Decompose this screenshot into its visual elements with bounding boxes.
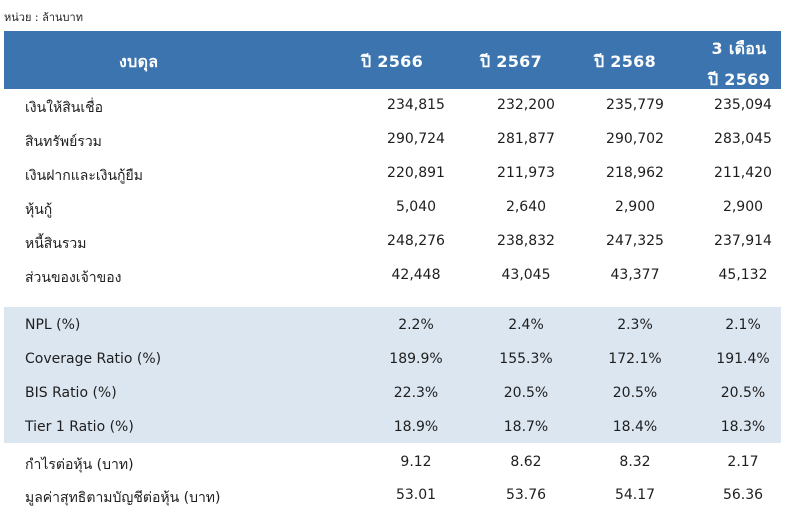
table-row: Tier 1 Ratio (%) 18.9% 18.7% 18.4% 18.3%	[4, 411, 781, 445]
cell-2567: 43,045	[501, 267, 551, 283]
table-row: หนี้สินรวม 248,276 238,832 247,325 237,9…	[4, 225, 781, 259]
row-label: NPL (%)	[25, 317, 81, 333]
cell-2566: 42,448	[391, 267, 441, 283]
header-col-3months-line1: 3 เดือน	[711, 39, 767, 58]
table-row: สินทรัพย์รวม 290,724 281,877 290,702 283…	[4, 123, 781, 157]
cell-2566: 9.12	[400, 454, 432, 470]
cell-2568: 20.5%	[612, 385, 658, 401]
cell-3m-2569: 45,132	[718, 267, 768, 283]
row-label: เงินฝากและเงินกู้ยืม	[25, 168, 143, 184]
cell-2566: 234,815	[387, 97, 445, 113]
table-row: กำไรต่อหุ้น (บาท) 9.12 8.62 8.32 2.17	[4, 446, 781, 480]
cell-2568: 247,325	[606, 233, 664, 249]
cell-3m-2569: 191.4%	[716, 351, 770, 367]
cell-2566: 53.01	[395, 487, 437, 503]
cell-2567: 8.62	[510, 454, 542, 470]
ratio-section-background	[4, 307, 781, 443]
cell-3m-2569: 18.3%	[720, 419, 766, 435]
cell-2568: 2,900	[614, 199, 656, 215]
cell-2568: 218,962	[606, 165, 664, 181]
header-col-2568: ปี 2568	[593, 52, 657, 71]
cell-2568: 235,779	[606, 97, 664, 113]
header-col-2566: ปี 2566	[360, 52, 424, 71]
cell-2567: 2.4%	[508, 317, 544, 333]
table-row: Coverage Ratio (%) 189.9% 155.3% 172.1% …	[4, 343, 781, 377]
cell-2568: 43,377	[610, 267, 660, 283]
cell-2568: 290,702	[606, 131, 664, 147]
header-col-2567: ปี 2567	[479, 52, 543, 71]
table-row: เงินให้สินเชื่อ 234,815 232,200 235,779 …	[4, 89, 781, 123]
cell-2567: 155.3%	[499, 351, 553, 367]
cell-2566: 18.9%	[393, 419, 439, 435]
cell-3m-2569: 2.1%	[725, 317, 761, 333]
table-row: มูลค่าสุทธิตามบัญชีต่อหุ้น (บาท) 53.01 5…	[4, 479, 781, 513]
cell-2566: 189.9%	[389, 351, 443, 367]
row-label: Tier 1 Ratio (%)	[25, 419, 134, 435]
cell-2568: 2.3%	[617, 317, 653, 333]
table-row: ส่วนของเจ้าของ 42,448 43,045 43,377 45,1…	[4, 259, 781, 293]
cell-2567: 238,832	[497, 233, 555, 249]
table-header: งบดุล ปี 2566 ปี 2567 ปี 2568 3 เดือน ปี…	[4, 31, 781, 89]
cell-2567: 20.5%	[503, 385, 549, 401]
cell-3m-2569: 56.36	[722, 487, 764, 503]
cell-2567: 232,200	[497, 97, 555, 113]
row-label: สินทรัพย์รวม	[25, 134, 102, 150]
cell-2568: 8.32	[619, 454, 651, 470]
unit-label: หน่วย : ล้านบาท	[4, 11, 83, 24]
cell-2567: 281,877	[497, 131, 555, 147]
cell-2567: 211,973	[497, 165, 555, 181]
cell-2566: 5,040	[395, 199, 437, 215]
row-label: มูลค่าสุทธิตามบัญชีต่อหุ้น (บาท)	[25, 490, 221, 506]
cell-2566: 2.2%	[398, 317, 434, 333]
row-label: เงินให้สินเชื่อ	[25, 100, 104, 116]
cell-3m-2569: 2.17	[727, 454, 759, 470]
cell-3m-2569: 283,045	[714, 131, 772, 147]
table-row: เงินฝากและเงินกู้ยืม 220,891 211,973 218…	[4, 157, 781, 191]
cell-2568: 172.1%	[608, 351, 662, 367]
cell-2566: 290,724	[387, 131, 445, 147]
header-col-3months-line2: ปี 2569	[707, 70, 771, 89]
cell-2567: 2,640	[505, 199, 547, 215]
cell-3m-2569: 20.5%	[720, 385, 766, 401]
cell-2567: 53.76	[505, 487, 547, 503]
cell-3m-2569: 237,914	[714, 233, 772, 249]
row-label: BIS Ratio (%)	[25, 385, 117, 401]
cell-3m-2569: 235,094	[714, 97, 772, 113]
cell-2566: 220,891	[387, 165, 445, 181]
row-label: หุ้นกู้	[25, 202, 53, 218]
cell-2566: 22.3%	[393, 385, 439, 401]
row-label: กำไรต่อหุ้น (บาท)	[25, 457, 134, 473]
cell-2567: 18.7%	[503, 419, 549, 435]
header-label: งบดุล	[119, 52, 159, 71]
cell-2568: 18.4%	[612, 419, 658, 435]
table-row: BIS Ratio (%) 22.3% 20.5% 20.5% 20.5%	[4, 377, 781, 411]
table-row: หุ้นกู้ 5,040 2,640 2,900 2,900	[4, 191, 781, 225]
cell-2568: 54.17	[614, 487, 656, 503]
cell-3m-2569: 2,900	[722, 199, 764, 215]
table-row: NPL (%) 2.2% 2.4% 2.3% 2.1%	[4, 309, 781, 343]
row-label: Coverage Ratio (%)	[25, 351, 162, 367]
cell-2566: 248,276	[387, 233, 445, 249]
cell-3m-2569: 211,420	[714, 165, 772, 181]
row-label: หนี้สินรวม	[25, 236, 87, 252]
row-label: ส่วนของเจ้าของ	[25, 270, 122, 286]
